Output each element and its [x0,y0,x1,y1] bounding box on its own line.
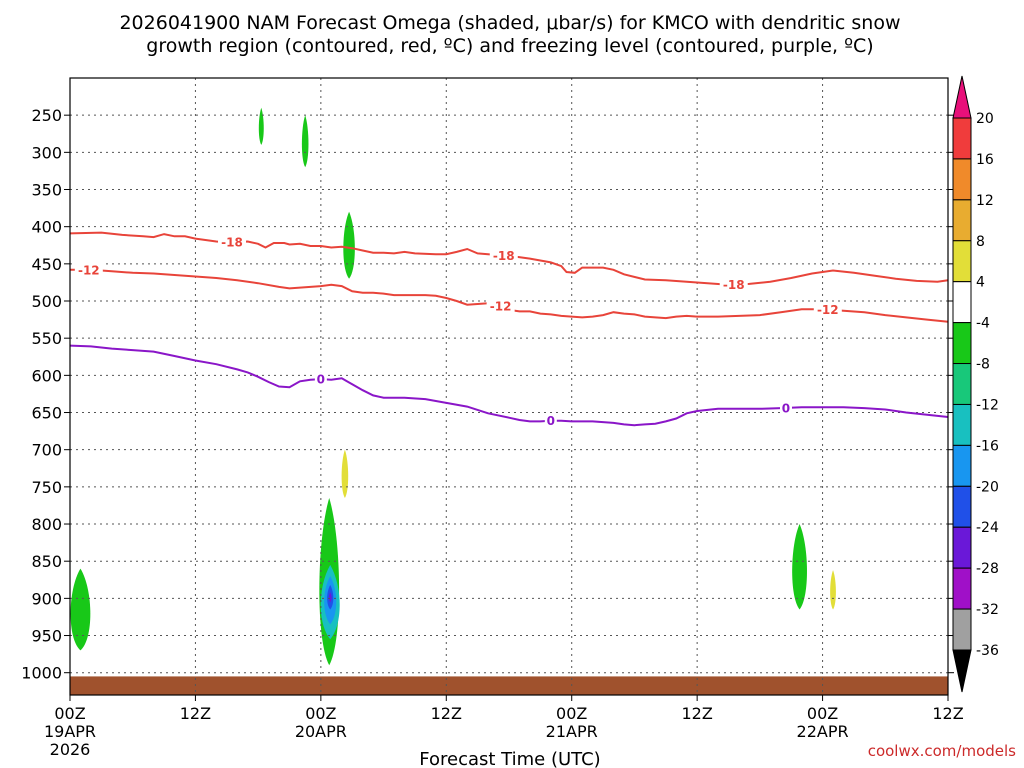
y-tick-label: 600 [31,366,62,385]
contour-label--12C: -12 [490,299,512,313]
colorbar-tick-label: 20 [976,111,994,127]
colorbar-tick-label: -36 [976,643,999,659]
grid-lines [69,78,949,695]
omega-blob [792,524,807,610]
y-tick-label: 650 [31,404,62,423]
colorbar-tick-label: -24 [976,520,999,536]
omega-blob [830,570,836,610]
y-tick-label: 950 [31,627,62,646]
y-tick-label: 700 [31,441,62,460]
x-axis-label: Forecast Time (UTC) [419,749,600,768]
y-axis-pressure-ticks: 250 300 350 400 450 500 550 600 650 700 750 800 850 9… [21,106,954,683]
y-tick-label: 900 [31,589,62,608]
y-tick-label: 450 [31,255,62,274]
colorbar-bin [952,608,972,651]
colorbar-tick-label: -32 [976,602,999,618]
colorbar-tick-label: -8 [976,357,990,373]
x-tick-label: 00Z [807,704,838,723]
x-tick-date: 21APR [546,722,598,741]
colorbar-tick-label: -4 [976,316,990,332]
contour-line-0C [69,344,949,427]
colorbar-bin [952,281,972,324]
colorbar-tick-label: 12 [976,193,994,209]
colorbar-bin [952,158,972,201]
x-tick-label: 12Z [431,704,462,723]
x-tick-year: 2026 [50,740,91,759]
omega-blob [341,449,349,499]
x-tick-label: 00Z [54,704,85,723]
contour-label--18C: -18 [723,278,745,292]
chart-title-line-1: 2026041900 NAM Forecast Omega (shaded, μ… [119,12,900,34]
plot-frame [69,77,949,696]
colorbar-bin [952,117,972,160]
contour-label--12C: -12 [78,263,100,277]
colorbar-bin [952,485,972,528]
y-tick-label: 1000 [21,664,62,683]
contour-label--18C: -18 [493,249,515,263]
ground-below-surface [70,676,948,695]
contour-label-bg [544,413,557,428]
contour-label-bg [813,302,842,317]
colorbar-bin [952,567,972,610]
colorbar-bin [952,526,972,569]
x-tick-label: 12Z [932,704,963,723]
x-tick-label: 00Z [556,704,587,723]
temperature-contours: -18 -18 -18 -12 -12 -12 0 0 0 [69,231,949,428]
colorbar-top-arrow [952,75,972,119]
x-tick-date: 20APR [295,722,347,741]
y-tick-label: 850 [31,552,62,571]
contour-label-bg [74,262,103,277]
colorbar-tick-label: -20 [976,479,999,495]
y-tick-label: 750 [31,478,62,497]
contour-label-0C: 0 [547,414,555,428]
y-tick-label: 350 [31,181,62,200]
contour-label--18C: -18 [221,236,243,250]
colorbar-tick-label: -12 [976,397,999,413]
x-tick-label: 12Z [681,704,712,723]
x-tick-date: 22APR [797,722,849,741]
x-tick-label: 00Z [305,704,336,723]
omega-blob [258,107,264,145]
colorbar-tick-label: -16 [976,438,999,454]
y-tick-label: 500 [31,292,62,311]
omega-blob [343,211,355,279]
omega-blob [70,568,91,651]
contour-label-bg [719,277,748,292]
contour-label-bg [486,298,515,313]
colorbar-bin [952,444,972,487]
colorbar-tick-label: -28 [976,561,999,577]
y-tick-label: 300 [31,143,62,162]
contour-label-0C: 0 [317,373,325,387]
omega-colorbar: 20 16 12 8 4 -4 -8 -12 -16 -20 -24 -28 -32 -36 [952,75,999,693]
contour-label-bg [779,400,792,415]
colorbar-bin [952,363,972,405]
contour-label-bg [314,372,327,387]
omega-shading-layer [70,107,836,666]
colorbar-bin [952,322,972,365]
x-tick-label: 12Z [180,704,211,723]
contour-label-bg [218,235,247,250]
colorbar-bin [952,403,972,446]
omega-core [328,592,332,603]
y-tick-label: 550 [31,329,62,348]
contour-label-0C: 0 [782,401,790,415]
colorbar-bin [952,240,972,283]
colorbar-bin [952,199,972,242]
source-credit: coolwx.com/models [868,742,1016,760]
contour-label--12C: -12 [817,303,839,317]
omega-blob [301,115,309,168]
colorbar-tick-label: 8 [976,234,985,250]
contour-label-bg [489,248,518,263]
chart-title-line-2: growth region (contoured, red, ºC) and f… [146,35,873,57]
y-tick-label: 250 [31,106,62,125]
y-tick-label: 400 [31,218,62,237]
colorbar-bottom-arrow [952,649,972,693]
colorbar-tick-label: 4 [976,275,985,291]
colorbar-tick-label: 16 [976,152,994,168]
y-tick-label: 800 [31,515,62,534]
x-tick-date: 19APR [44,722,96,741]
